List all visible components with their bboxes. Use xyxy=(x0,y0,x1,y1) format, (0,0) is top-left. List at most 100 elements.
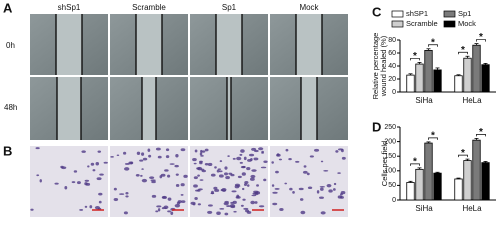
cell xyxy=(225,176,230,180)
column-header: Scramble xyxy=(132,3,166,12)
cell xyxy=(190,201,196,205)
cell xyxy=(217,168,222,170)
cell xyxy=(125,195,129,198)
legend-label: shSP1 xyxy=(406,9,428,18)
wound-gap xyxy=(136,14,162,75)
cell xyxy=(73,170,78,173)
cell xyxy=(175,184,180,187)
cell xyxy=(174,203,181,208)
cell xyxy=(113,187,117,191)
wound-gap xyxy=(216,14,242,75)
y-tick-label: 60 xyxy=(388,50,396,57)
cell xyxy=(140,174,143,177)
y-tick-label: 40 xyxy=(388,63,396,70)
column-header: Sp1 xyxy=(222,3,237,12)
transwell-image xyxy=(270,146,348,217)
cell xyxy=(64,186,68,190)
cell xyxy=(195,189,199,192)
cell xyxy=(227,155,230,158)
transwell-image xyxy=(30,146,108,217)
cell xyxy=(89,205,93,209)
cell xyxy=(244,180,249,184)
cell xyxy=(243,156,247,161)
cell xyxy=(302,170,308,174)
bar xyxy=(481,64,490,93)
cell xyxy=(193,162,197,165)
cell xyxy=(35,147,40,150)
cell xyxy=(124,163,130,165)
cell xyxy=(174,164,179,168)
cell xyxy=(197,174,200,177)
cell xyxy=(316,190,320,194)
significance-bracket xyxy=(410,58,420,61)
cell xyxy=(98,200,102,204)
cell xyxy=(320,187,324,191)
cell xyxy=(96,177,102,181)
cell xyxy=(199,152,203,156)
cell xyxy=(169,163,175,165)
cell xyxy=(255,191,261,195)
cell xyxy=(196,167,201,170)
cell xyxy=(214,166,217,169)
cell xyxy=(98,192,103,196)
cell xyxy=(116,154,120,157)
cell xyxy=(239,161,243,164)
cell xyxy=(197,203,201,206)
bar xyxy=(472,139,481,201)
cell xyxy=(337,195,343,199)
cell xyxy=(155,210,159,213)
bar xyxy=(463,57,472,93)
significance-mark: * xyxy=(413,157,417,168)
cell xyxy=(210,190,214,195)
cell xyxy=(95,162,100,166)
cell xyxy=(201,150,206,153)
cell xyxy=(263,178,267,182)
cell xyxy=(298,187,304,191)
column-header: shSp1 xyxy=(58,3,81,12)
cell xyxy=(285,148,289,152)
cell xyxy=(204,162,209,166)
panel-letter: C xyxy=(372,4,382,19)
cell xyxy=(279,207,284,212)
cell xyxy=(263,160,268,163)
cell xyxy=(194,149,198,153)
cell xyxy=(236,194,240,199)
cell xyxy=(141,168,144,170)
cell xyxy=(253,157,259,161)
cell xyxy=(240,149,245,153)
cell xyxy=(157,155,162,159)
cell xyxy=(113,198,119,202)
y-axis-label: Cells per field xyxy=(380,141,389,186)
panel-letter: B xyxy=(3,143,12,158)
cell xyxy=(224,166,228,170)
cell xyxy=(242,198,246,201)
cell xyxy=(216,169,220,173)
legend-label: Scramble xyxy=(406,19,438,28)
cell xyxy=(135,173,140,177)
y-tick-label: 250 xyxy=(384,124,396,131)
cell xyxy=(254,201,258,204)
cell xyxy=(303,165,307,168)
cell xyxy=(54,182,59,185)
cell xyxy=(261,152,265,154)
cell xyxy=(36,174,40,177)
cell xyxy=(323,169,329,172)
cell xyxy=(30,208,34,211)
cell xyxy=(295,160,300,163)
cell xyxy=(97,150,102,153)
cell xyxy=(180,193,184,196)
cell xyxy=(251,194,257,197)
cell xyxy=(237,175,242,179)
cell xyxy=(204,148,209,152)
cell xyxy=(271,161,274,164)
bar xyxy=(424,142,433,201)
cell xyxy=(207,210,213,214)
cell xyxy=(272,191,278,194)
y-tick-label: 50 xyxy=(388,182,396,189)
cell xyxy=(231,190,237,193)
y-tick-label: 0 xyxy=(392,89,396,96)
cell xyxy=(340,190,346,195)
cell xyxy=(260,166,267,169)
legend-label: Mock xyxy=(458,19,476,28)
bar xyxy=(406,182,415,201)
